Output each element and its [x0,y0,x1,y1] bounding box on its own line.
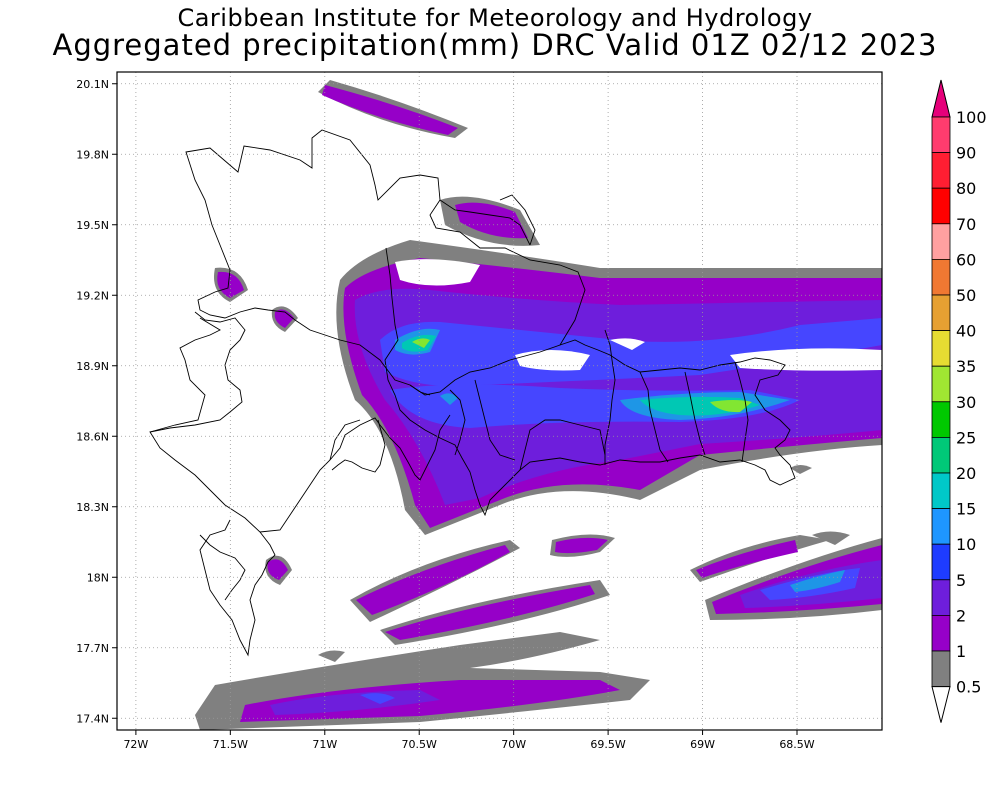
map-gridlines [117,72,882,730]
colorbar-swatch [931,152,951,189]
map-title-institute: Caribbean Institute for Meteorology and … [177,4,813,32]
colorbar-swatch [931,294,951,331]
colorbar-label: 5 [956,571,966,590]
latitude-ticks: 17.4N 17.7N 18N 18.3N 18.6N 18.9N 19.2N 19.5N 19… [76,78,117,725]
colorbar-swatch [931,508,951,545]
colorbar-label: 10 [956,535,976,554]
lon-tick-label: 68.5W [779,738,814,751]
colorbar-swatch [931,579,951,616]
colorbar-label: 20 [956,464,976,483]
colorbar-label: 90 [956,144,976,163]
colorbar-swatch [931,472,951,509]
lon-tick-label: 71.5W [213,738,248,751]
colorbar-label: 100 [956,108,987,127]
country-boundaries [149,129,796,657]
lat-tick-label: 19.8N [76,148,109,161]
colorbar-top-arrow [931,79,951,118]
lon-tick-label: 69.5W [590,738,625,751]
colorbar-label: 30 [956,393,976,412]
colorbar-swatch [931,330,951,367]
colorbar-swatch [931,650,951,687]
lat-tick-label: 18N [87,571,109,584]
colorbar-swatch [931,223,951,260]
map-title-product: Aggregated precipitation(mm) DRC Valid 0… [52,28,938,62]
colorbar-label: 2 [956,606,966,625]
colorbar-swatch [931,258,951,296]
lat-tick-label: 18.3N [76,501,109,514]
lat-tick-label: 20.1N [76,78,109,91]
colorbar-label: 0.5 [956,678,981,697]
colorbar-label: 60 [956,250,976,269]
colorbar-swatch [931,543,951,581]
colorbar-swatch [931,365,951,403]
precip-band-30mm [412,338,752,413]
lon-tick-label: 71W [312,738,337,751]
lat-tick-label: 18.6N [76,430,109,443]
lon-tick-label: 70.5W [402,738,437,751]
colorbar-swatch [931,436,951,474]
colorbar-bottom-arrow [931,686,951,723]
colorbar-swatch [931,116,951,153]
colorbar-swatch [931,187,951,225]
precipitation-field [149,80,882,730]
colorbar-label: 70 [956,215,976,234]
lon-tick-label: 70W [501,738,526,751]
precip-colorbar: 100 90 80 70 60 50 40 35 30 25 20 15 10 5 2 1 0.5 [931,79,987,723]
lat-tick-label: 19.5N [76,219,109,232]
colorbar-label: 15 [956,500,976,519]
colorbar-label: 80 [956,179,976,198]
lat-tick-label: 17.4N [76,712,109,725]
colorbar-swatch [931,401,951,438]
colorbar-label: 25 [956,428,976,447]
lon-tick-label: 69W [690,738,715,751]
lon-tick-label: 72W [123,738,148,751]
colorbar-label: 35 [956,357,976,376]
lat-tick-label: 18.9N [76,360,109,373]
lat-tick-label: 17.7N [76,642,109,655]
lat-tick-label: 19.2N [76,289,109,302]
colorbar-swatch [931,615,951,652]
colorbar-label: 40 [956,322,976,341]
map-frame [116,71,883,731]
colorbar-label: 50 [956,286,976,305]
colorbar-label: 1 [956,642,966,661]
longitude-ticks: 72W 71.5W 71W 70.5W 70W 69.5W 69W 68.5W [123,730,815,751]
